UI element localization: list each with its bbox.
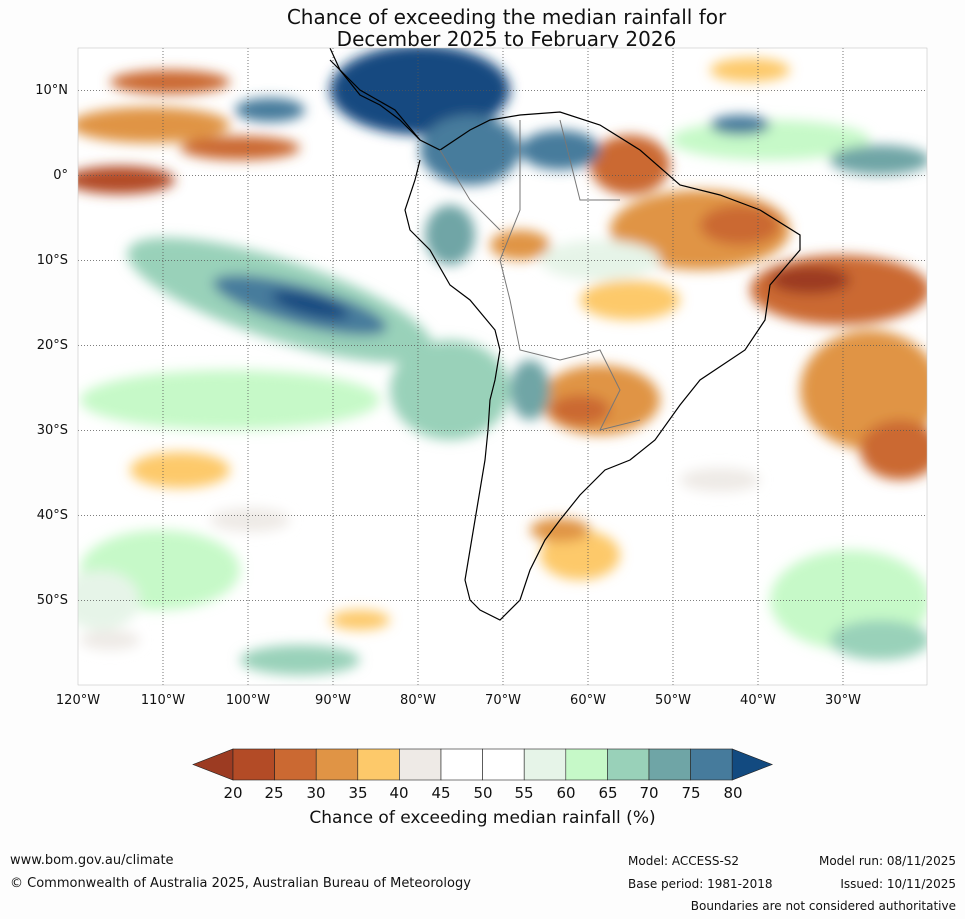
footer-website: www.bom.gov.au/climate: [10, 853, 174, 868]
lat-label: 0°: [53, 168, 68, 183]
colorbar-cell: [315, 748, 359, 781]
colorbar-cell: [399, 748, 442, 781]
colorbar-cell: [648, 748, 691, 781]
colorbar-extend-high: [731, 748, 774, 781]
lon-label: 30°W: [825, 693, 861, 708]
colorbar-cell: [565, 748, 608, 781]
colorbar-tick: 50: [473, 784, 493, 802]
colorbar-extend-low: [192, 748, 234, 781]
colorbar-cell: [690, 748, 733, 781]
colorbar-tick: 70: [639, 784, 659, 802]
map-title-line1: Chance of exceeding the median rainfall …: [286, 5, 727, 29]
rainfall-probability-field: [78, 48, 927, 675]
coastline: [329, 59, 801, 621]
colorbar-cell: [274, 748, 317, 781]
central-america-coastline: [329, 48, 421, 141]
footer-issued: Issued: 10/11/2025: [840, 877, 956, 891]
colorbar-tick: 25: [264, 784, 284, 802]
lat-label: 30°S: [36, 423, 68, 438]
colorbar-label: Chance of exceeding median rainfall (%): [309, 808, 656, 828]
colorbar-cell: [482, 748, 525, 781]
colorbar-cell: [357, 748, 400, 781]
footer-copyright: © Commonwealth of Australia 2025, Austra…: [10, 876, 471, 891]
colorbar-tick: 30: [306, 784, 326, 802]
colorbar-cell: [440, 748, 483, 781]
colorbar-cell: [523, 748, 567, 781]
colorbar-tick: 35: [348, 784, 368, 802]
lon-label: 60°W: [570, 693, 606, 708]
lat-label: 10°N: [35, 83, 68, 98]
colorbar-tick: 65: [598, 784, 618, 802]
colorbar-tick: 45: [431, 784, 451, 802]
colorbar-cell: [607, 748, 650, 781]
lon-label: 40°W: [740, 693, 776, 708]
lat-label: 50°S: [36, 593, 68, 608]
colorbar-tick: 60: [556, 784, 576, 802]
lon-label: 110°W: [140, 693, 186, 708]
map-title-line2: December 2025 to February 2026: [336, 27, 677, 51]
footer-model: Model: ACCESS-S2: [628, 854, 740, 868]
colorbar-cell: [232, 748, 275, 781]
lon-label: 50°W: [655, 693, 691, 708]
lat-label: 10°S: [36, 253, 68, 268]
footer-base-period: Base period: 1981-2018: [628, 877, 773, 891]
footer-model-run: Model run: 08/11/2025: [818, 854, 956, 868]
colorbar-tick: 20: [223, 784, 243, 802]
footer-disclaimer: Boundaries are not considered authoritat…: [690, 899, 956, 913]
lon-label: 80°W: [400, 693, 436, 708]
lat-label: 40°S: [36, 508, 68, 523]
colorbar-tick: 80: [723, 784, 743, 802]
colorbar-tick: 55: [514, 784, 534, 802]
lon-label: 70°W: [485, 693, 521, 708]
lat-label: 20°S: [36, 338, 68, 353]
lon-label: 120°W: [55, 693, 101, 708]
country-borders: [439, 119, 641, 431]
colorbar-tick: 75: [681, 784, 701, 802]
lon-label: 100°W: [225, 693, 271, 708]
lon-label: 90°W: [315, 693, 351, 708]
colorbar-tick: 40: [389, 784, 409, 802]
